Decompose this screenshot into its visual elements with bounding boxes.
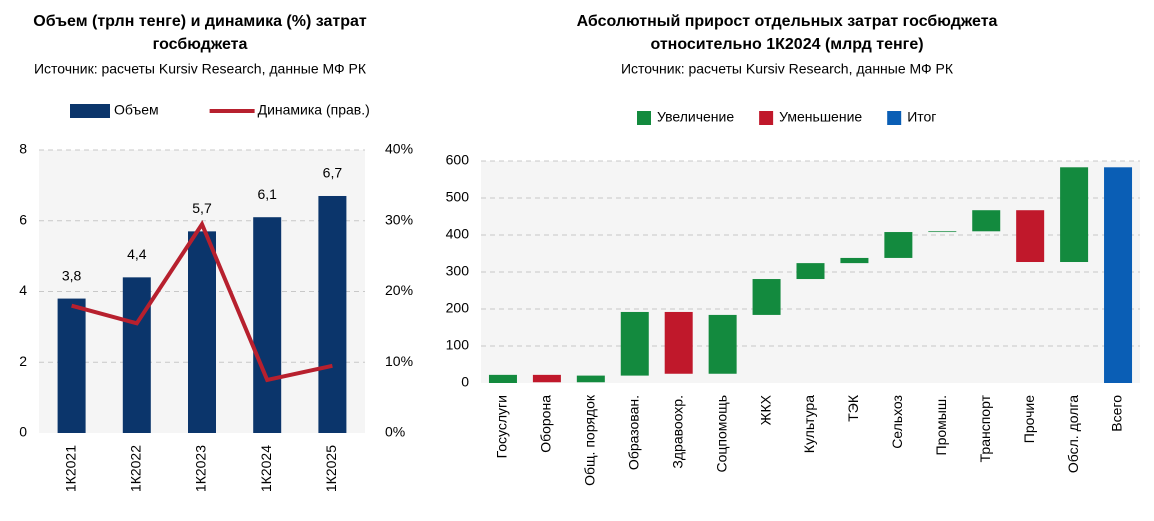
- bar: [532, 374, 561, 383]
- x-tick-label: Транспорт: [977, 394, 993, 462]
- chart-title: госбюджета: [153, 36, 248, 53]
- bar: [620, 311, 649, 376]
- bar: [1060, 167, 1089, 263]
- bar: [928, 231, 957, 233]
- x-tick-label: 1К2021: [62, 445, 78, 492]
- bar: [188, 231, 216, 433]
- bar: [488, 374, 517, 383]
- x-tick-label: Общ. порядок: [582, 394, 598, 486]
- y-tick-label: 0: [461, 374, 469, 390]
- x-tick-label: 1К2022: [128, 445, 144, 492]
- y-tick-label: 500: [446, 189, 470, 205]
- x-tick-label: Соцпомощь: [713, 395, 729, 473]
- line: [71, 220, 333, 383]
- chart-title: Объем (трлн тенге) и динамика (%) затрат: [33, 13, 367, 30]
- y-tick-label: 0: [19, 424, 27, 440]
- y-tick-label: 300: [446, 263, 470, 279]
- chart-title: Абсолютный прирост отдельных затрат госб…: [577, 13, 998, 30]
- y-tick-label: 8: [19, 141, 27, 157]
- x-tick-label: Культура: [801, 395, 817, 453]
- y-tick-label: 4: [19, 282, 27, 298]
- y2-tick-label: 30%: [385, 211, 413, 227]
- y2-tick-label: 0%: [385, 424, 405, 440]
- y-tick-label: 400: [446, 226, 470, 242]
- y2-tick-label: 20%: [385, 282, 413, 298]
- legend-label: Увеличение: [657, 109, 734, 125]
- x-tick-label: ТЭК: [845, 394, 861, 422]
- legend-swatch: [637, 111, 651, 125]
- y-tick-label: 200: [446, 300, 470, 316]
- bar: [57, 298, 86, 433]
- bar: [884, 232, 913, 258]
- value-label: 6,1: [257, 186, 277, 202]
- chart-subtitle: Источник: расчеты Kursiv Research, данны…: [34, 61, 367, 77]
- bar: [752, 279, 781, 315]
- value-label: 5,7: [192, 200, 212, 216]
- legend-swatch: [759, 111, 774, 125]
- bar: [840, 257, 869, 264]
- legend-label: Объем: [114, 102, 159, 118]
- bar: [664, 311, 693, 374]
- y2-tick-label: 10%: [385, 353, 413, 369]
- x-tick-label: Промыш.: [933, 395, 949, 455]
- bar: [318, 195, 347, 433]
- x-tick-label: Прочие: [1021, 395, 1037, 443]
- legend-swatch: [70, 104, 110, 118]
- legend-label: Динамика (прав.): [258, 102, 370, 118]
- x-tick-label: Здравоохр.: [669, 395, 685, 469]
- y-tick-label: 600: [446, 152, 470, 168]
- legend-swatch: [887, 111, 902, 125]
- y-tick-label: 2: [19, 353, 27, 369]
- bar: [708, 314, 737, 374]
- value-label: 3,8: [62, 267, 82, 283]
- x-tick-label: Оборона: [538, 395, 554, 453]
- bar: [253, 217, 282, 433]
- bar: [576, 375, 605, 383]
- value-label: 6,7: [323, 165, 343, 181]
- chart-title: относительно 1К2024 (млрд тенге): [650, 36, 923, 53]
- bar: [972, 210, 1001, 232]
- x-tick-label: 1К2024: [258, 445, 274, 492]
- x-tick-label: Госуслуги: [494, 395, 510, 458]
- bar: [1104, 167, 1133, 383]
- x-tick-label: 1К2023: [193, 445, 209, 492]
- y-tick-label: 6: [19, 211, 27, 227]
- value-label: 4,4: [127, 246, 147, 262]
- y2-tick-label: 40%: [385, 141, 413, 157]
- chart-subtitle: Источник: расчеты Kursiv Research, данны…: [621, 61, 954, 77]
- legend-label: Уменьшение: [779, 109, 862, 125]
- y-tick-label: 100: [446, 337, 470, 353]
- x-tick-label: Обсл. долга: [1065, 395, 1081, 473]
- legend-label: Итог: [907, 109, 936, 125]
- x-tick-label: Образован.: [625, 395, 641, 470]
- bar: [796, 263, 825, 280]
- bar: [122, 277, 151, 433]
- bar: [1016, 210, 1045, 263]
- x-tick-label: Сельхоз: [889, 395, 905, 449]
- x-tick-label: 1К2025: [323, 445, 339, 492]
- x-tick-label: Всего: [1109, 395, 1125, 432]
- x-tick-label: ЖКХ: [757, 394, 773, 425]
